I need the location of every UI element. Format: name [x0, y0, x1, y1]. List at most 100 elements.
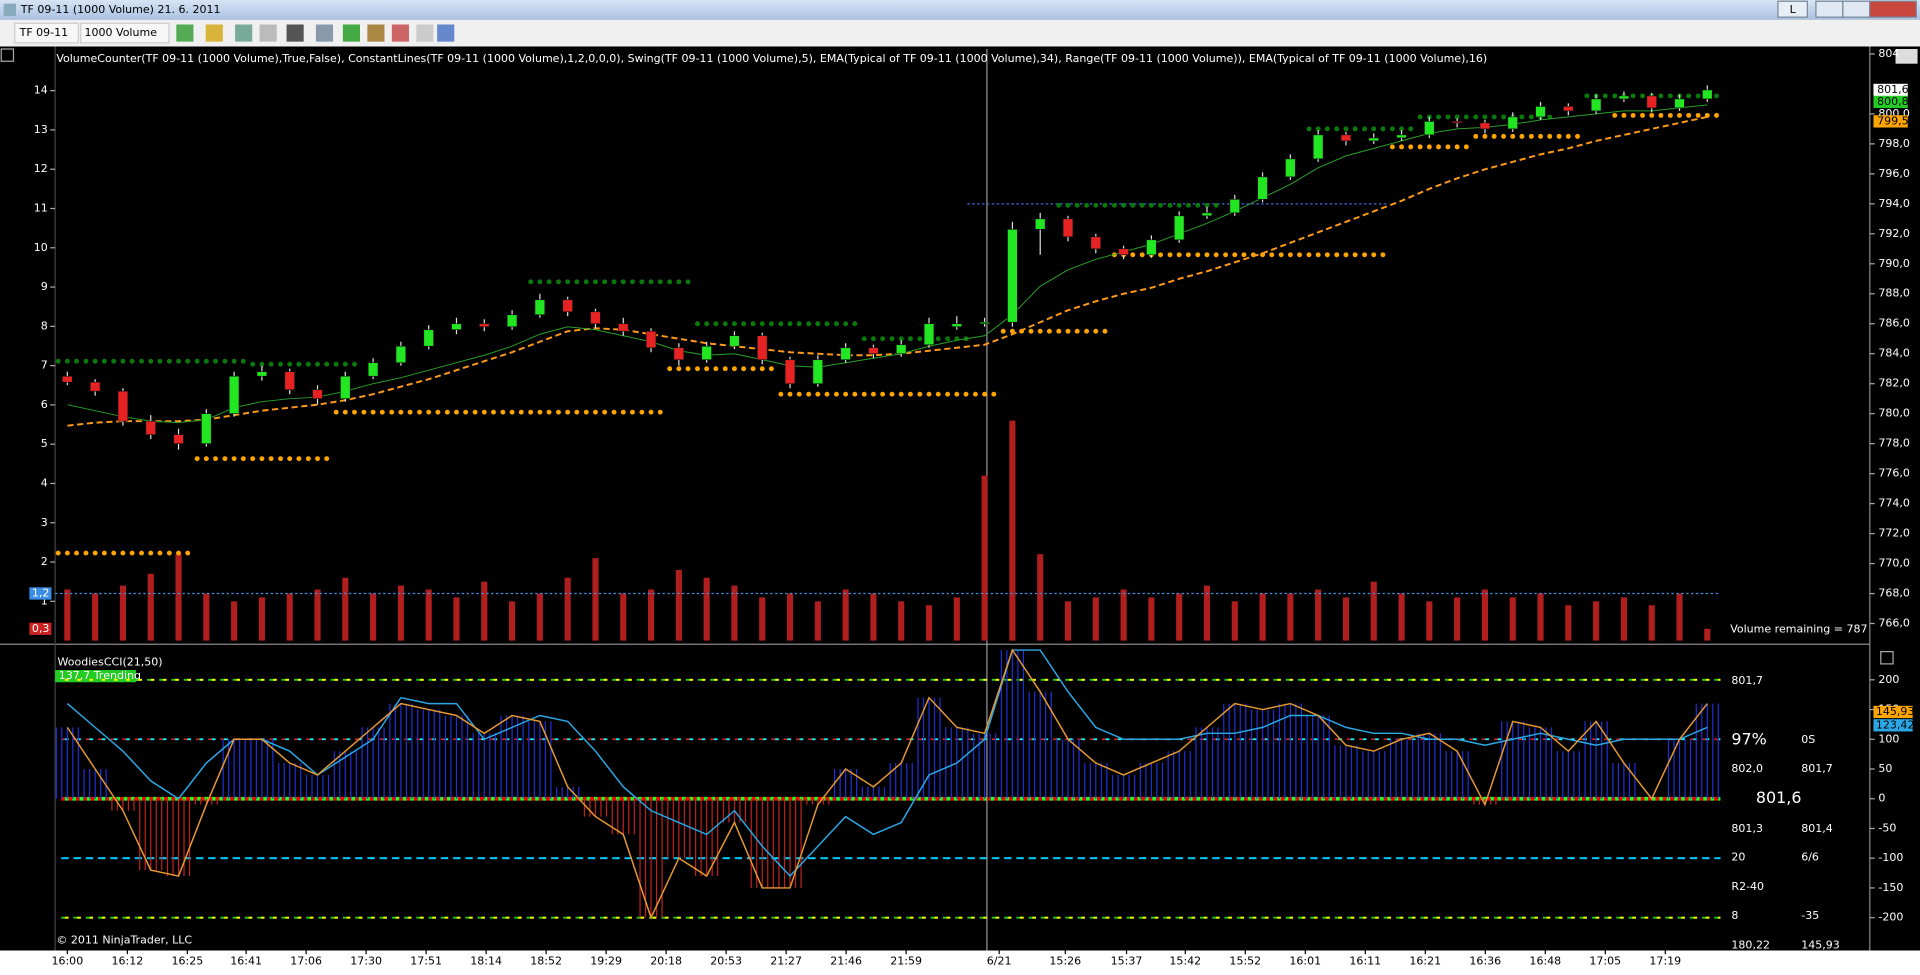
cci-status: 137,7 Trending	[59, 669, 141, 682]
cci-readout: 8	[1731, 909, 1738, 922]
swing-dot	[1547, 133, 1553, 139]
candle-body	[784, 359, 796, 385]
candle-body	[1702, 89, 1713, 100]
swing-dot	[935, 391, 941, 397]
volume-bar	[1648, 605, 1655, 641]
swing-dot	[1130, 252, 1136, 258]
close-button[interactable]	[1869, 0, 1917, 18]
snapshot-tool[interactable]	[437, 24, 455, 42]
swing-dot	[907, 336, 913, 342]
cci-readout: 97%	[1731, 729, 1766, 748]
swing-dot	[250, 361, 256, 367]
swing-dot	[954, 391, 960, 397]
swing-dot	[796, 321, 802, 327]
volume-bar	[1287, 593, 1294, 641]
period-selector[interactable]	[80, 22, 170, 44]
link-button[interactable]	[1777, 0, 1808, 18]
swing-dot	[1686, 93, 1692, 99]
candle-body	[1285, 158, 1296, 178]
indicators-tool[interactable]	[342, 24, 360, 42]
time-label: 17:19	[1649, 955, 1681, 968]
swing-dot	[1482, 114, 1488, 120]
candle-body	[479, 323, 490, 328]
swing-dot	[1565, 133, 1571, 139]
swing-dot	[287, 456, 293, 462]
swing-dot	[1185, 202, 1191, 208]
pane-menu[interactable]	[1880, 651, 1894, 665]
swing-dot	[824, 321, 830, 327]
candle-body	[896, 344, 907, 355]
swing-dot	[250, 456, 256, 462]
volume-bar	[1203, 585, 1211, 641]
app-icon	[3, 3, 16, 16]
strategies-tool[interactable]	[367, 24, 385, 42]
swing-dot	[1093, 328, 1099, 334]
crosshair-tool[interactable]	[286, 24, 304, 42]
candle-body	[340, 375, 351, 399]
swing-dot	[166, 550, 172, 556]
swing-dot	[333, 361, 339, 367]
properties-tool[interactable]	[391, 24, 409, 42]
time-axis	[0, 950, 1920, 975]
time-label: 15:42	[1169, 955, 1201, 968]
swing-dot	[222, 456, 228, 462]
eraser-tool[interactable]	[259, 24, 277, 42]
swing-dot	[1575, 133, 1580, 139]
volume-bar	[1259, 593, 1266, 641]
swing-dot	[1686, 112, 1692, 118]
swing-dot	[203, 456, 209, 462]
volume-bar	[1176, 593, 1183, 641]
swing-dot	[259, 361, 265, 367]
swing-dot	[342, 409, 348, 415]
swing-dot	[787, 321, 793, 327]
swing-dot	[704, 321, 710, 327]
price-marker	[1873, 95, 1908, 109]
swing-dot	[935, 336, 941, 342]
swing-dot	[1380, 252, 1386, 258]
candle-body	[534, 299, 546, 316]
zoom-tool[interactable]	[315, 24, 334, 42]
candle-body	[1590, 98, 1602, 112]
candle-body	[729, 335, 740, 347]
swing-dot	[444, 409, 450, 415]
maximize-button[interactable]	[1842, 0, 1871, 18]
time-label: 6/21	[987, 955, 1012, 968]
candle-body	[1007, 229, 1018, 323]
swing-dot	[1315, 126, 1321, 132]
swing-dot	[1362, 252, 1368, 258]
swing-dot	[1176, 252, 1182, 258]
cci-readout: R2-40	[1731, 880, 1764, 893]
swing-dot	[176, 550, 181, 556]
pane-menu[interactable]	[0, 48, 15, 62]
swing-dot	[1130, 202, 1136, 208]
swing-dot	[1111, 202, 1117, 208]
turbo-cci-line	[66, 649, 1708, 878]
bars-tool[interactable]	[176, 24, 194, 42]
time-label: 15:26	[1049, 955, 1081, 968]
swing-dot	[203, 358, 209, 364]
volume-bar	[1231, 601, 1238, 641]
volume-bar	[147, 573, 154, 641]
scroll-button[interactable]	[1895, 48, 1918, 64]
instrument-selector[interactable]	[14, 22, 79, 44]
y-tick-label: 790,0	[1878, 257, 1910, 270]
window-title: TF 09-11 (1000 Volume) 21. 6. 2011	[20, 3, 221, 16]
draw-tool[interactable]	[205, 24, 223, 42]
swing-dot	[139, 358, 144, 364]
swing-dot	[1343, 126, 1349, 132]
swing-dot	[1640, 93, 1645, 99]
swing-dot	[64, 550, 70, 556]
volume-bar	[1148, 597, 1155, 641]
cci-readout: 802,0	[1731, 762, 1763, 775]
swing-dot	[352, 409, 357, 415]
swing-dot	[1677, 112, 1682, 118]
swing-dot	[1667, 112, 1673, 118]
minimize-button[interactable]	[1815, 0, 1844, 18]
template-tool[interactable]	[416, 24, 434, 42]
swing-dot	[750, 366, 756, 372]
candle-body	[1396, 134, 1407, 139]
swing-dot	[870, 336, 876, 342]
data-box-tool[interactable]	[235, 24, 253, 42]
indicator-list: VolumeCounter(TF 09-11 (1000 Volume),Tru…	[56, 52, 1487, 65]
swing-dot	[546, 409, 552, 415]
